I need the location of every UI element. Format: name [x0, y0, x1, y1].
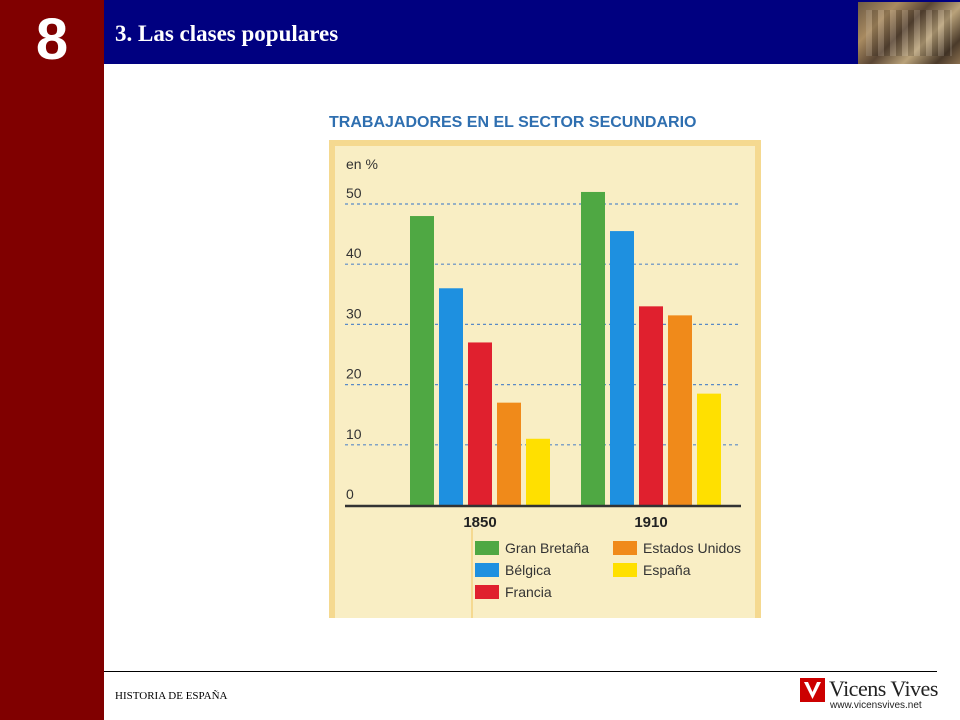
bar-1850-2: [468, 342, 492, 505]
y-tick-label: 20: [346, 366, 362, 382]
x-category-label: 1910: [634, 514, 667, 531]
y-tick-label: 50: [346, 185, 362, 201]
footer-text: HISTORIA DE ESPAÑA: [115, 690, 228, 702]
bar-1910-4: [697, 393, 721, 505]
header-bar: [104, 0, 960, 64]
bar-1910-2: [639, 306, 663, 505]
logo-name: Vicens Vives: [829, 676, 938, 701]
bar-1850-4: [526, 438, 550, 505]
bar-1910-1: [610, 231, 634, 505]
footer-divider: [104, 671, 937, 672]
vicens-vives-v-icon: [800, 678, 825, 702]
legend-label: Bélgica: [505, 562, 551, 578]
legend-swatch: [475, 563, 499, 577]
y-axis-unit-label: en %: [346, 156, 378, 172]
legend-swatch: [475, 541, 499, 555]
chart-top-border: [329, 140, 761, 146]
bar-1910-3: [668, 315, 692, 505]
logo-url: www.vicensvives.net: [830, 700, 922, 711]
y-tick-label: 30: [346, 305, 362, 321]
legend-swatch: [475, 585, 499, 599]
bar-chart: en % 0 10 20 30 40 50 1850 1910 Gran Bretaña Bélgi…: [329, 140, 761, 618]
legend-label: Estados Unidos: [643, 540, 741, 556]
x-category-label: 1850: [463, 514, 496, 531]
bar-1850-3: [497, 402, 521, 505]
chapter-number: 8: [35, 7, 69, 72]
header-painting-image: [858, 2, 960, 64]
bar-1850-1: [439, 288, 463, 505]
bar-1910-0: [581, 191, 605, 505]
legend-swatch: [613, 541, 637, 555]
legend-label: España: [643, 562, 691, 578]
legend-label: Gran Bretaña: [505, 540, 589, 556]
chart-title: TRABAJADORES EN EL SECTOR SECUNDARIO: [329, 114, 697, 131]
bar-1850-0: [410, 216, 434, 505]
legend-label: Francia: [505, 584, 552, 600]
y-tick-label: 10: [346, 426, 362, 442]
y-tick-label: 40: [346, 245, 362, 261]
chart-left-border: [329, 140, 335, 618]
legend-swatch: [613, 563, 637, 577]
legend-divider: [471, 528, 473, 618]
slide-title: 3. Las clases populares: [115, 21, 339, 46]
chapter-sidebar: [0, 0, 104, 720]
chart-right-border: [755, 140, 761, 618]
y-tick-label: 0: [346, 486, 354, 502]
vicens-vives-logo: Vicens Vives www.vicensvives.net: [800, 676, 940, 714]
